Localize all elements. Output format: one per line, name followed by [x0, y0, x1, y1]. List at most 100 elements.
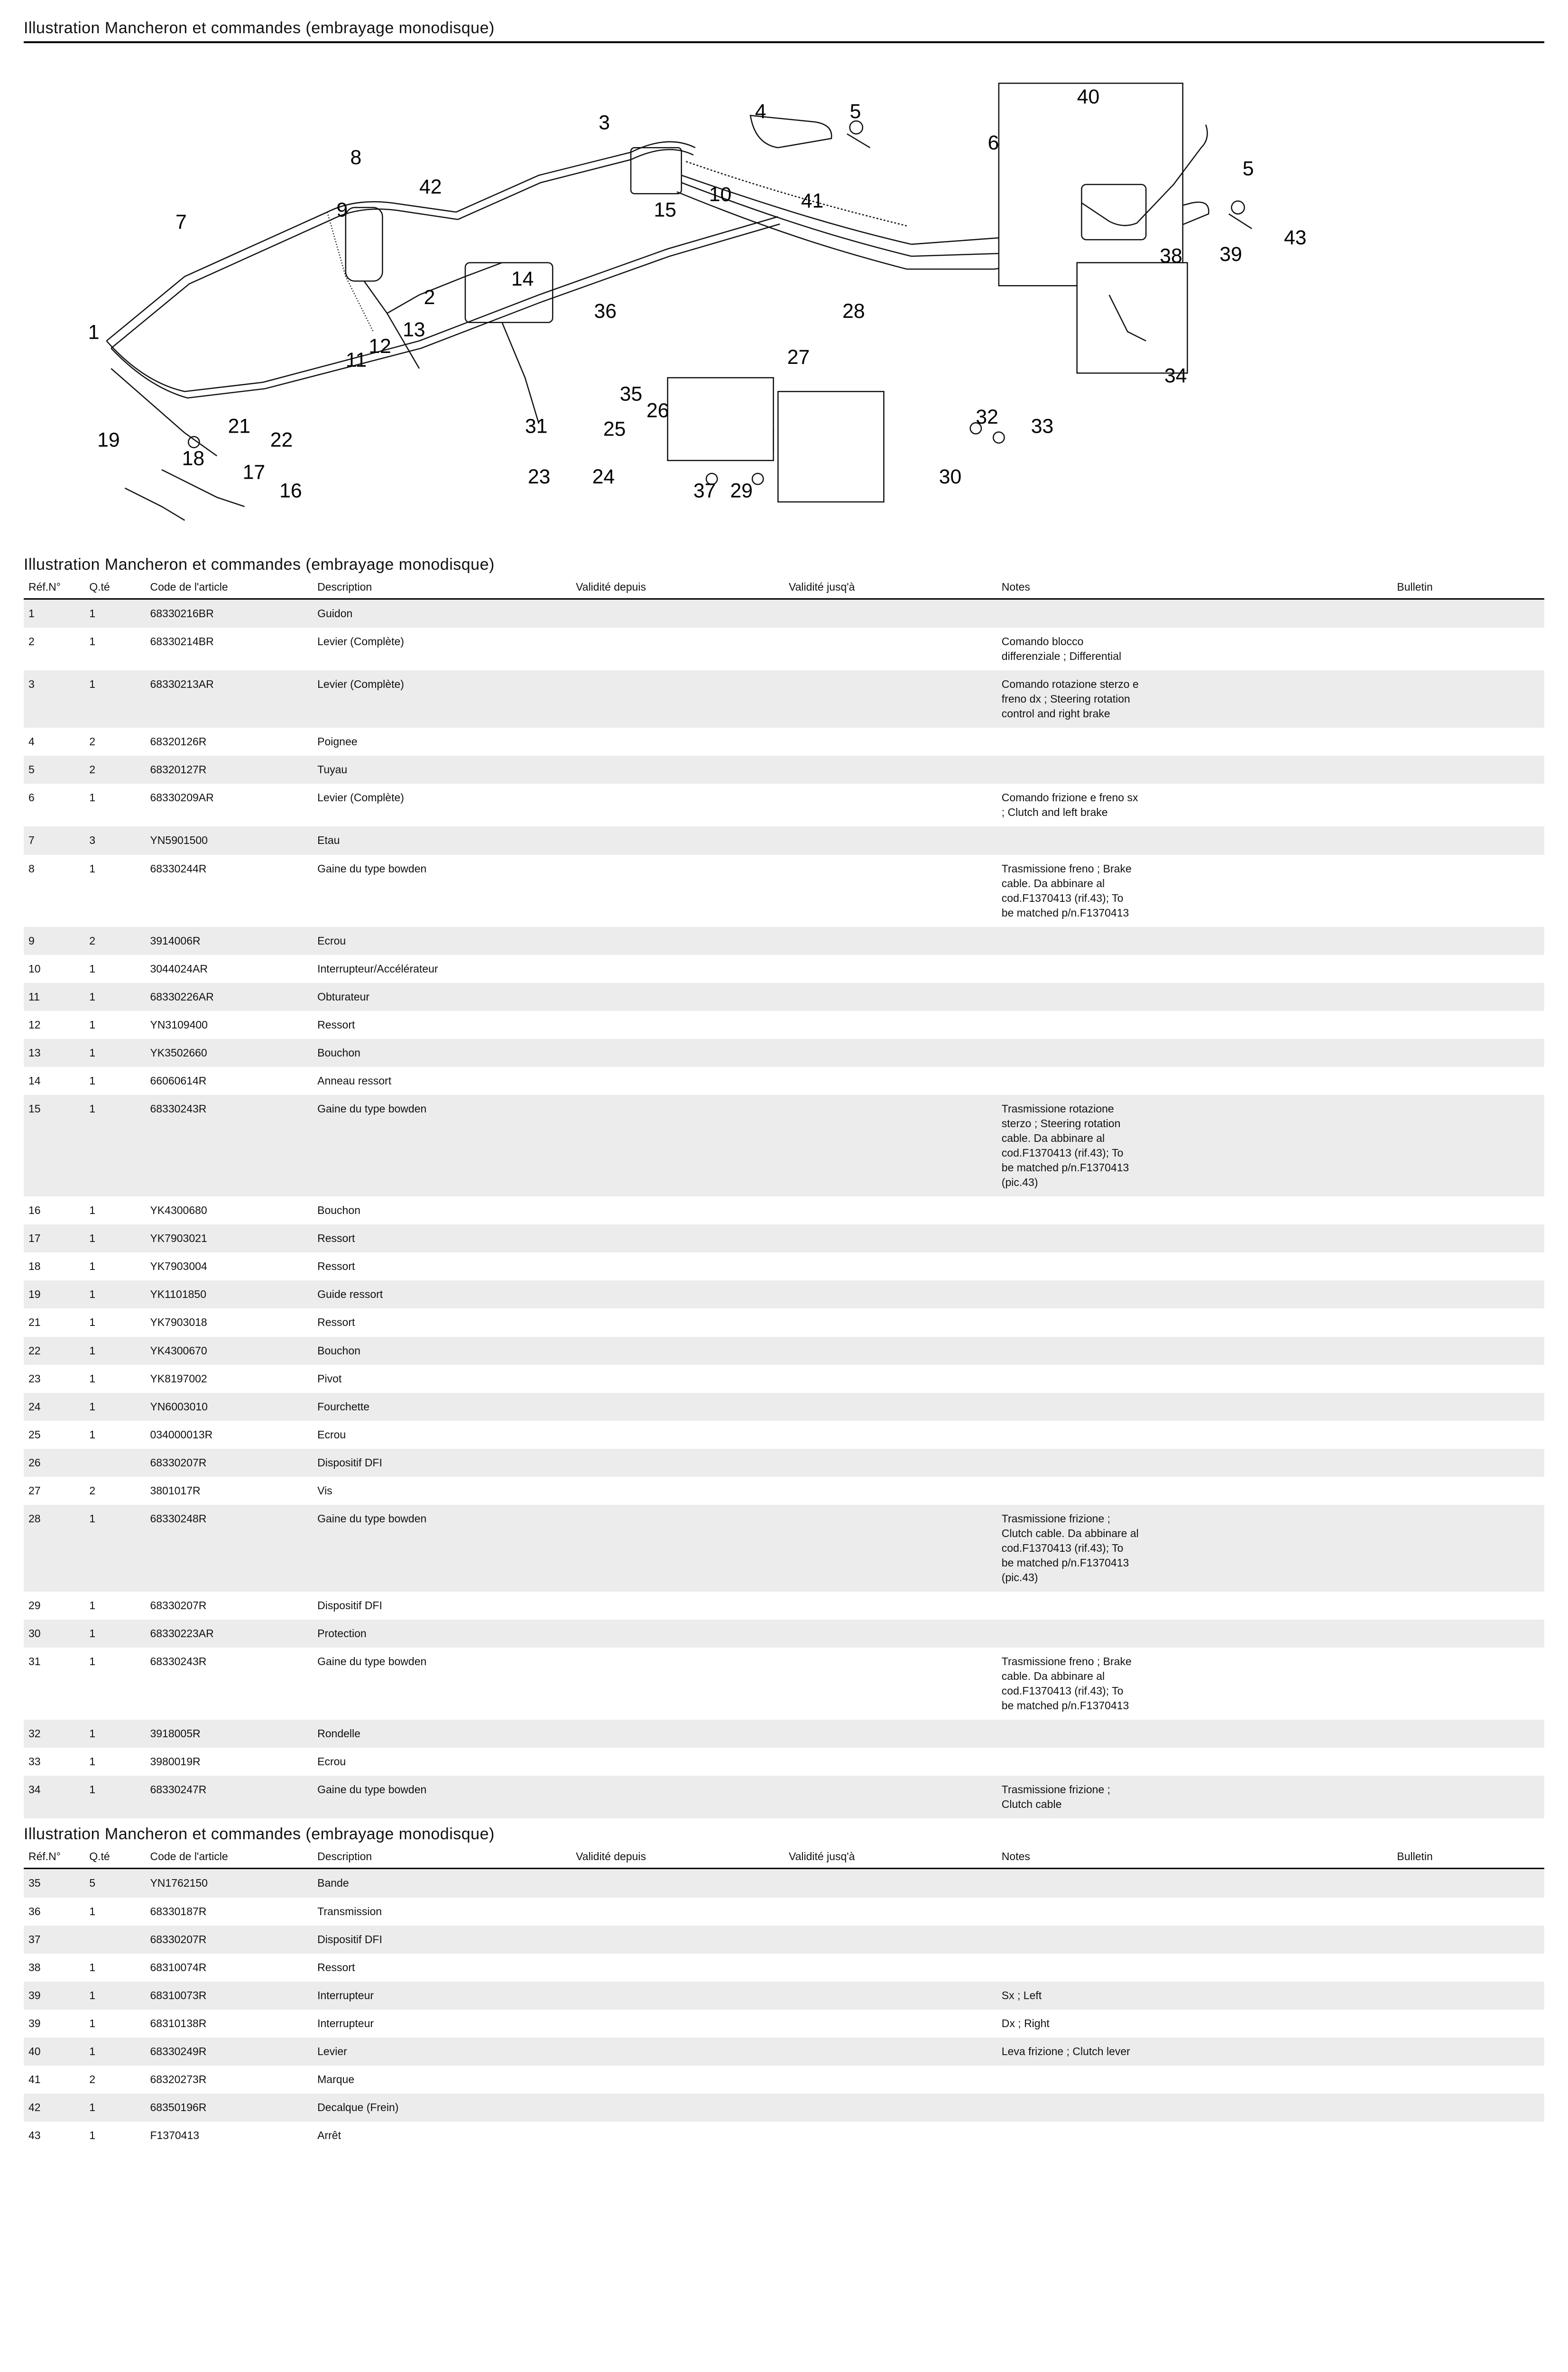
- cell-text-qty: 1: [89, 1627, 95, 1640]
- cell-bulletin: [1392, 1067, 1544, 1095]
- cell-code: 034000013R: [145, 1421, 313, 1449]
- svg-text:13: 13: [403, 318, 425, 341]
- cell-text-ref: 1: [28, 607, 35, 620]
- cell-to: [784, 1095, 997, 1196]
- cell-to: [784, 1011, 997, 1039]
- cell-code: 68330216BR: [145, 599, 313, 628]
- svg-text:38: 38: [1160, 245, 1182, 268]
- cell-bulletin: [1392, 2122, 1544, 2150]
- parts-table-1-element: Réf.N° Q.té Code de l'article Descriptio…: [24, 578, 1544, 1818]
- cell-text-desc: Pivot: [317, 1372, 341, 1385]
- table-row: 18 1 YK7903004 Ressort: [24, 1252, 1544, 1280]
- cell-text-ref: 19: [28, 1288, 41, 1300]
- cell-text-desc: Ecrou: [317, 935, 346, 947]
- cell-text-desc: Vis: [317, 1484, 332, 1497]
- cell-text-desc: Dispositif DFI: [317, 1933, 382, 1946]
- cell-text-ref: 31: [28, 1655, 41, 1668]
- cell-bulletin: [1392, 1505, 1544, 1592]
- cell-text-qty: 1: [89, 1316, 95, 1328]
- svg-text:8: 8: [350, 146, 362, 169]
- svg-text:42: 42: [419, 176, 442, 198]
- cell-text-desc: Interrupteur: [317, 2017, 374, 2029]
- cell-notes: [997, 1280, 1393, 1308]
- cell-desc: Ecrou: [313, 927, 571, 955]
- cell-text-code: 68330244R: [150, 862, 206, 875]
- cell-text-notes: Trasmissione freno ; Brake cable. Da abb…: [1002, 862, 1132, 919]
- cell-desc: Ressort: [313, 1954, 571, 1982]
- cell-text-desc: Levier: [317, 2045, 347, 2057]
- col-header-desc-2: Description: [313, 1847, 571, 1869]
- cell-desc: Guidon: [313, 599, 571, 628]
- illustration-title-middle: Illustration Mancheron et commandes (emb…: [24, 556, 1544, 574]
- cell-notes: Sx ; Left: [997, 1982, 1393, 2010]
- cell-text-desc: Ecrou: [317, 1755, 346, 1768]
- cell-notes: [997, 2066, 1393, 2094]
- cell-text-qty: 1: [89, 1727, 95, 1740]
- cell-bulletin: [1392, 1011, 1544, 1039]
- cell-text-desc: Marque: [317, 2073, 354, 2085]
- cell-code: 3918005R: [145, 1720, 313, 1748]
- cell-desc: Ecrou: [313, 1421, 571, 1449]
- cell-text-code: YK3502660: [150, 1047, 207, 1059]
- cell-bulletin: [1392, 2094, 1544, 2122]
- cell-text-code: 68330248R: [150, 1512, 206, 1525]
- cell-notes: Trasmissione freno ; Brake cable. Da abb…: [997, 855, 1393, 927]
- cell-qty: 2: [84, 756, 145, 784]
- cell-text-ref: 23: [28, 1372, 41, 1385]
- cell-ref: 6: [24, 784, 84, 826]
- cell-text-ref: 13: [28, 1047, 41, 1059]
- cell-text-qty: 1: [89, 1989, 95, 2001]
- cell-text-notes: Trasmissione frizione ; Clutch cable. Da…: [1002, 1512, 1139, 1584]
- col-header-ref-2: Réf.N°: [24, 1847, 84, 1869]
- cell-text-desc: Ressort: [317, 1260, 355, 1272]
- cell-text-ref: 32: [28, 1727, 41, 1740]
- svg-text:16: 16: [279, 479, 302, 502]
- cell-qty: 1: [84, 2010, 145, 2038]
- svg-text:14: 14: [511, 268, 534, 290]
- cell-notes: Leva frizione ; Clutch lever: [997, 2038, 1393, 2066]
- cell-qty: 1: [84, 1280, 145, 1308]
- cell-bulletin: [1392, 1648, 1544, 1720]
- cell-desc: Marque: [313, 2066, 571, 2094]
- cell-text-ref: 2: [28, 635, 35, 648]
- cell-text-qty: 1: [89, 1232, 95, 1244]
- cell-notes: [997, 1067, 1393, 1095]
- svg-text:43: 43: [1284, 226, 1306, 249]
- cell-text-code: 3980019R: [150, 1755, 200, 1768]
- cell-code: YK7903021: [145, 1224, 313, 1252]
- cell-notes: [997, 1926, 1393, 1954]
- cell-from: [571, 628, 784, 670]
- svg-text:5: 5: [850, 100, 861, 123]
- cell-code: 68330247R: [145, 1776, 313, 1818]
- cell-notes: [997, 599, 1393, 628]
- cell-from: [571, 2094, 784, 2122]
- cell-text-code: YN5901500: [150, 834, 208, 846]
- cell-text-code: YN1762150: [150, 1877, 208, 1889]
- table-row: 15 1 68330243R Gaine du type bowden Trasmiss…: [24, 1095, 1544, 1196]
- table-row: 3 1 68330213AR Levier (Complète) Comando rot…: [24, 670, 1544, 728]
- cell-code: YK4300670: [145, 1337, 313, 1365]
- cell-ref: 18: [24, 1252, 84, 1280]
- cell-code: 68330243R: [145, 1648, 313, 1720]
- cell-qty: 5: [84, 1869, 145, 1898]
- cell-to: [784, 855, 997, 927]
- cell-qty: 2: [84, 2066, 145, 2094]
- svg-text:32: 32: [976, 406, 998, 428]
- cell-text-qty: 1: [89, 1103, 95, 1115]
- cell-from: [571, 1280, 784, 1308]
- cell-desc: Guide ressort: [313, 1280, 571, 1308]
- cell-bulletin: [1392, 1449, 1544, 1477]
- svg-text:27: 27: [787, 346, 810, 369]
- cell-text-ref: 24: [28, 1400, 41, 1413]
- cell-text-ref: 40: [28, 2045, 41, 2057]
- cell-desc: Poignee: [313, 728, 571, 756]
- col-header-ref: Réf.N°: [24, 578, 84, 599]
- cell-text-ref: 35: [28, 1877, 41, 1889]
- svg-text:15: 15: [654, 199, 676, 222]
- cell-text-ref: 12: [28, 1019, 41, 1031]
- cell-text-desc: Interrupteur/Accélérateur: [317, 963, 438, 975]
- svg-text:39: 39: [1219, 243, 1242, 266]
- cell-text-ref: 37: [28, 1933, 41, 1946]
- cell-text-desc: Ressort: [317, 1232, 355, 1244]
- cell-text-code: YK7903004: [150, 1260, 207, 1272]
